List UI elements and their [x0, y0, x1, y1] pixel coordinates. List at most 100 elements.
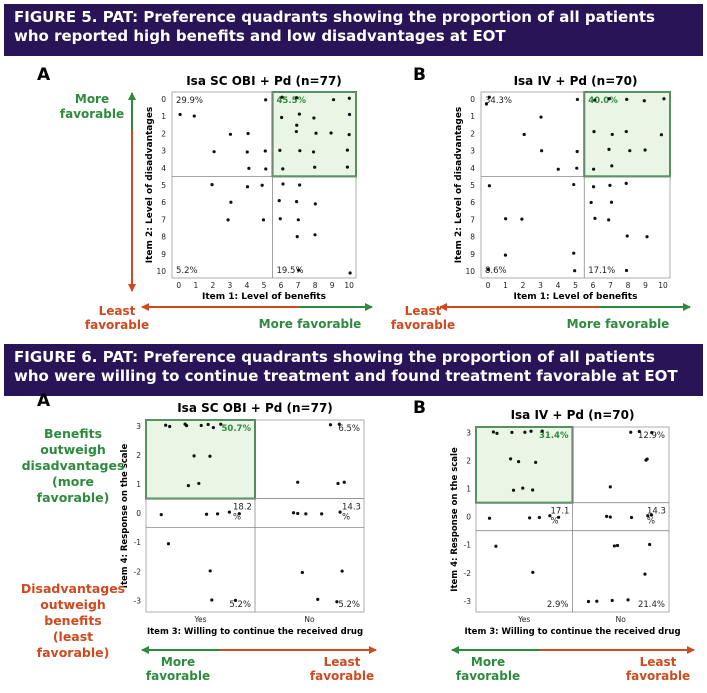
data-point — [295, 235, 299, 239]
data-point — [624, 129, 628, 134]
chart-title: Isa SC OBI + Pd (n=77) — [177, 401, 333, 415]
data-point — [624, 268, 629, 273]
quadrant-label-top-right: 6.5% — [338, 424, 360, 434]
data-point — [312, 116, 316, 120]
data-point — [487, 184, 492, 188]
x-axis-label: Item 3: Willing to continue the received… — [464, 627, 680, 637]
quadrant-label-bottom-right: 5.2% — [338, 600, 360, 610]
x-tick-label: 0 — [176, 281, 181, 290]
data-point — [328, 423, 333, 427]
data-point — [226, 218, 230, 222]
data-point — [345, 165, 350, 169]
data-point — [246, 131, 250, 136]
data-point — [260, 183, 264, 187]
quadrant-label-bottom-right: 19.5% — [277, 266, 304, 276]
data-point — [659, 133, 664, 137]
highlight-quadrant — [475, 426, 574, 504]
data-point — [610, 598, 614, 603]
quadrant-label-bottom-left: 2.9% — [547, 600, 569, 610]
panel-letter: B — [413, 398, 426, 418]
data-point — [245, 185, 250, 189]
data-point — [625, 234, 629, 238]
data-point — [313, 165, 317, 169]
x-tick-label: 4 — [556, 281, 561, 290]
data-point — [516, 459, 521, 464]
x-tick-label: 9 — [330, 281, 335, 290]
more-favorable-label: More favorable — [60, 92, 124, 121]
x-tick-label: 6 — [591, 281, 596, 290]
x-tick-label: 10 — [344, 281, 354, 290]
data-point — [591, 185, 596, 189]
data-point — [589, 200, 593, 205]
quadrant-label-bottom-left: 8.6% — [485, 266, 507, 276]
data-point — [607, 147, 611, 151]
data-point — [608, 183, 612, 187]
y-axis-label: Item 2: Level of disadvantages — [145, 107, 155, 264]
x-category-label: No — [616, 615, 627, 624]
data-point — [645, 235, 649, 239]
y-tick-label: -3 — [134, 596, 142, 605]
panel-letter: A — [37, 65, 51, 85]
data-point — [278, 217, 282, 221]
x-tick-label: 1 — [193, 281, 198, 290]
data-point — [557, 515, 561, 519]
data-point — [168, 424, 172, 429]
y-tick-label: 7 — [161, 215, 166, 224]
y-tick-label: 0 — [161, 95, 166, 104]
y-tick-label: -1 — [464, 541, 472, 550]
data-point — [592, 130, 596, 134]
data-point — [297, 112, 301, 116]
data-point — [313, 233, 317, 237]
data-point — [212, 150, 216, 154]
y-axis-label: Item 4: Response on the scale — [450, 447, 460, 592]
x-tick-label: 8 — [313, 281, 318, 290]
data-point — [347, 112, 352, 117]
data-point — [625, 97, 629, 101]
data-point — [296, 511, 300, 516]
data-point — [264, 167, 268, 171]
x-tick-label: 3 — [228, 281, 233, 290]
y-tick-label: 3 — [136, 422, 141, 431]
data-point — [495, 431, 499, 435]
data-point — [487, 95, 491, 99]
data-point — [263, 149, 267, 153]
x-tick-label: 7 — [608, 281, 613, 290]
data-point — [338, 510, 342, 514]
data-point — [504, 217, 508, 221]
data-point — [612, 544, 617, 548]
quadrant-label-top-left: 29.9% — [176, 96, 203, 106]
more-favorable-label: More favorable — [456, 655, 520, 683]
data-point — [281, 167, 285, 171]
data-point — [609, 200, 614, 204]
quadrant-label-bottom-right: 21.4% — [638, 600, 665, 610]
y-tick-label: 3 — [466, 429, 471, 438]
data-point — [556, 167, 560, 171]
data-point — [340, 569, 344, 573]
y-tick-label: 10 — [156, 267, 166, 276]
data-point — [210, 182, 214, 187]
data-point — [277, 198, 281, 203]
data-point — [649, 513, 654, 517]
y-tick-label: 9 — [470, 250, 475, 259]
data-point — [320, 512, 324, 516]
data-point — [281, 182, 285, 186]
x-tick-label: 3 — [538, 281, 543, 290]
data-point — [486, 267, 490, 272]
data-point — [643, 572, 647, 576]
data-point — [607, 97, 611, 101]
data-point — [245, 150, 249, 154]
data-point — [199, 423, 203, 428]
data-point — [316, 597, 320, 602]
data-point — [329, 131, 333, 135]
x-category-label: Yes — [517, 615, 530, 624]
data-point — [278, 148, 282, 153]
data-point — [183, 422, 187, 426]
x-tick-label: 5 — [573, 281, 578, 290]
y-tick-label: 10 — [465, 267, 475, 276]
data-point — [304, 512, 308, 516]
data-point — [540, 149, 544, 153]
data-point — [164, 423, 168, 427]
y-tick-label: 4 — [470, 164, 475, 173]
quadrant-label-top-right: 12.9% — [638, 431, 665, 441]
data-point — [642, 99, 646, 103]
